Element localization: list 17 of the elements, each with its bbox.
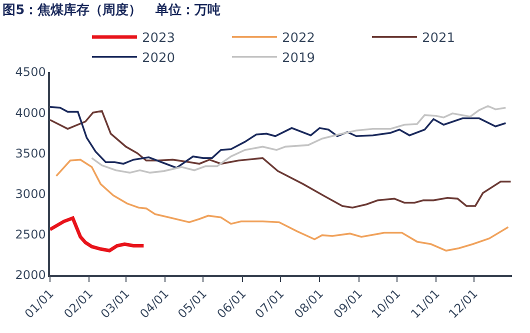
line-series xyxy=(55,158,510,252)
legend-label: 2023 xyxy=(142,31,176,46)
legend-label: 2019 xyxy=(282,50,316,66)
line-series xyxy=(50,110,512,208)
chart-title: 图5：焦煤库存（周度） 单位：万吨 xyxy=(2,2,220,18)
line-series xyxy=(50,216,146,252)
y-tick-label: 2000 xyxy=(15,268,46,282)
y-tick-label: 2500 xyxy=(15,228,46,242)
legend-label: 2021 xyxy=(422,31,456,46)
line-series xyxy=(50,106,507,169)
y-tick-label: 4500 xyxy=(15,65,46,80)
legend-label: 2020 xyxy=(142,50,176,66)
y-tick-label: 4000 xyxy=(15,106,46,120)
y-tick-label: 3000 xyxy=(15,187,46,201)
y-tick-label: 3500 xyxy=(15,146,46,160)
legend-label: 2022 xyxy=(282,31,316,46)
line-series xyxy=(90,105,507,174)
